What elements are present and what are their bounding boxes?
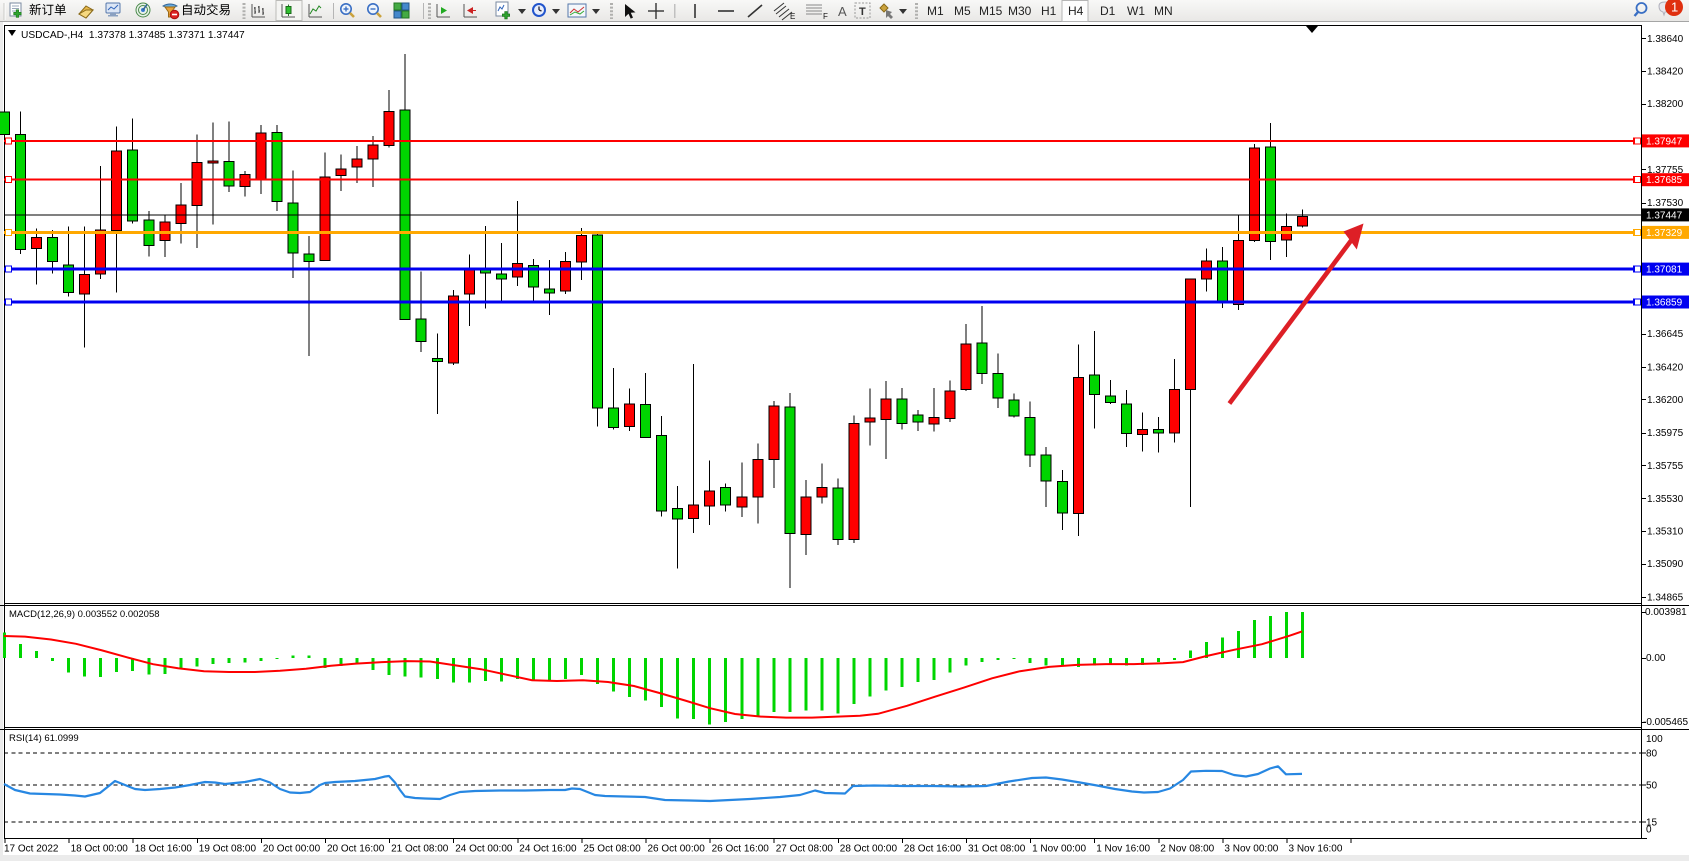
- svg-text:M5: M5: [954, 4, 971, 18]
- svg-text:A: A: [838, 4, 847, 19]
- svg-text:3 Nov 16:00: 3 Nov 16:00: [1289, 844, 1343, 855]
- svg-text:1 Nov 00:00: 1 Nov 00:00: [1032, 844, 1086, 855]
- svg-text:1.35310: 1.35310: [1647, 527, 1684, 538]
- svg-text:3 Nov 00:00: 3 Nov 00:00: [1224, 844, 1278, 855]
- svg-text:24 Oct 16:00: 24 Oct 16:00: [519, 844, 577, 855]
- svg-text:2 Nov 08:00: 2 Nov 08:00: [1160, 844, 1214, 855]
- svg-text:M30: M30: [1008, 4, 1032, 18]
- svg-text:20 Oct 00:00: 20 Oct 00:00: [263, 844, 321, 855]
- svg-text:15: 15: [1646, 818, 1658, 829]
- svg-text:1.38200: 1.38200: [1647, 99, 1684, 110]
- svg-text:21 Oct 08:00: 21 Oct 08:00: [391, 844, 449, 855]
- svg-text:1.35755: 1.35755: [1647, 461, 1684, 472]
- svg-text:RSI(14) 61.0999: RSI(14) 61.0999: [9, 733, 79, 744]
- svg-text:1.38420: 1.38420: [1647, 67, 1684, 78]
- svg-text:26 Oct 00:00: 26 Oct 00:00: [648, 844, 706, 855]
- svg-text:1: 1: [1671, 0, 1678, 15]
- svg-text:1 Nov 16:00: 1 Nov 16:00: [1096, 844, 1150, 855]
- svg-text:1.38640: 1.38640: [1647, 34, 1684, 45]
- svg-text:17 Oct 2022: 17 Oct 2022: [4, 844, 59, 855]
- svg-text:1.35975: 1.35975: [1647, 428, 1684, 439]
- svg-text:W1: W1: [1127, 4, 1145, 18]
- svg-text:0: 0: [1646, 825, 1652, 836]
- svg-text:MN: MN: [1154, 4, 1173, 18]
- svg-text:19 Oct 08:00: 19 Oct 08:00: [199, 844, 257, 855]
- svg-text:MACD(12,26,9) 0.003552 0.00205: MACD(12,26,9) 0.003552 0.002058: [9, 609, 160, 620]
- svg-text:D1: D1: [1100, 4, 1116, 18]
- svg-text:80: 80: [1646, 749, 1658, 760]
- svg-text:T: T: [859, 6, 866, 18]
- svg-text:26 Oct 16:00: 26 Oct 16:00: [712, 844, 770, 855]
- svg-text:USDCAD-,H4 1.37378 1.37485 1.: USDCAD-,H4 1.37378 1.37485 1.37371 1.374…: [21, 30, 245, 41]
- svg-text:1.36645: 1.36645: [1647, 329, 1684, 340]
- svg-text:1.37530: 1.37530: [1647, 198, 1684, 209]
- svg-text:F: F: [823, 12, 828, 21]
- svg-text:28 Oct 00:00: 28 Oct 00:00: [840, 844, 898, 855]
- svg-text:24 Oct 00:00: 24 Oct 00:00: [455, 844, 513, 855]
- svg-text:1.37755: 1.37755: [1647, 165, 1684, 176]
- svg-text:M15: M15: [979, 4, 1003, 18]
- svg-text:M1: M1: [927, 4, 944, 18]
- svg-text:1.37947: 1.37947: [1646, 136, 1683, 147]
- svg-text:1.35090: 1.35090: [1647, 559, 1684, 570]
- svg-text:18 Oct 00:00: 18 Oct 00:00: [71, 844, 129, 855]
- svg-text:0.00: 0.00: [1646, 653, 1666, 664]
- svg-text:H1: H1: [1041, 4, 1057, 18]
- svg-text:28 Oct 16:00: 28 Oct 16:00: [904, 844, 962, 855]
- svg-text:-0.005465: -0.005465: [1643, 717, 1688, 728]
- svg-text:0.003981: 0.003981: [1645, 607, 1687, 618]
- svg-text:1.35530: 1.35530: [1647, 494, 1684, 505]
- svg-text:1.36420: 1.36420: [1647, 362, 1684, 373]
- svg-text:18 Oct 16:00: 18 Oct 16:00: [135, 844, 193, 855]
- svg-text:1.37447: 1.37447: [1646, 210, 1683, 221]
- svg-text:1.36200: 1.36200: [1647, 395, 1684, 406]
- svg-text:31 Oct 08:00: 31 Oct 08:00: [968, 844, 1026, 855]
- svg-text:1.37081: 1.37081: [1646, 265, 1683, 276]
- svg-text:1.37685: 1.37685: [1646, 175, 1683, 186]
- svg-text:E: E: [790, 12, 795, 21]
- svg-text:1.36859: 1.36859: [1646, 298, 1683, 309]
- svg-text:27 Oct 08:00: 27 Oct 08:00: [776, 844, 834, 855]
- svg-text:1.37329: 1.37329: [1646, 228, 1683, 239]
- svg-text:1.34865: 1.34865: [1647, 592, 1684, 603]
- svg-text:25 Oct 08:00: 25 Oct 08:00: [583, 844, 641, 855]
- svg-text:20 Oct 16:00: 20 Oct 16:00: [327, 844, 385, 855]
- svg-text:H4: H4: [1068, 4, 1084, 18]
- svg-text:50: 50: [1646, 781, 1658, 792]
- svg-text:100: 100: [1646, 734, 1663, 745]
